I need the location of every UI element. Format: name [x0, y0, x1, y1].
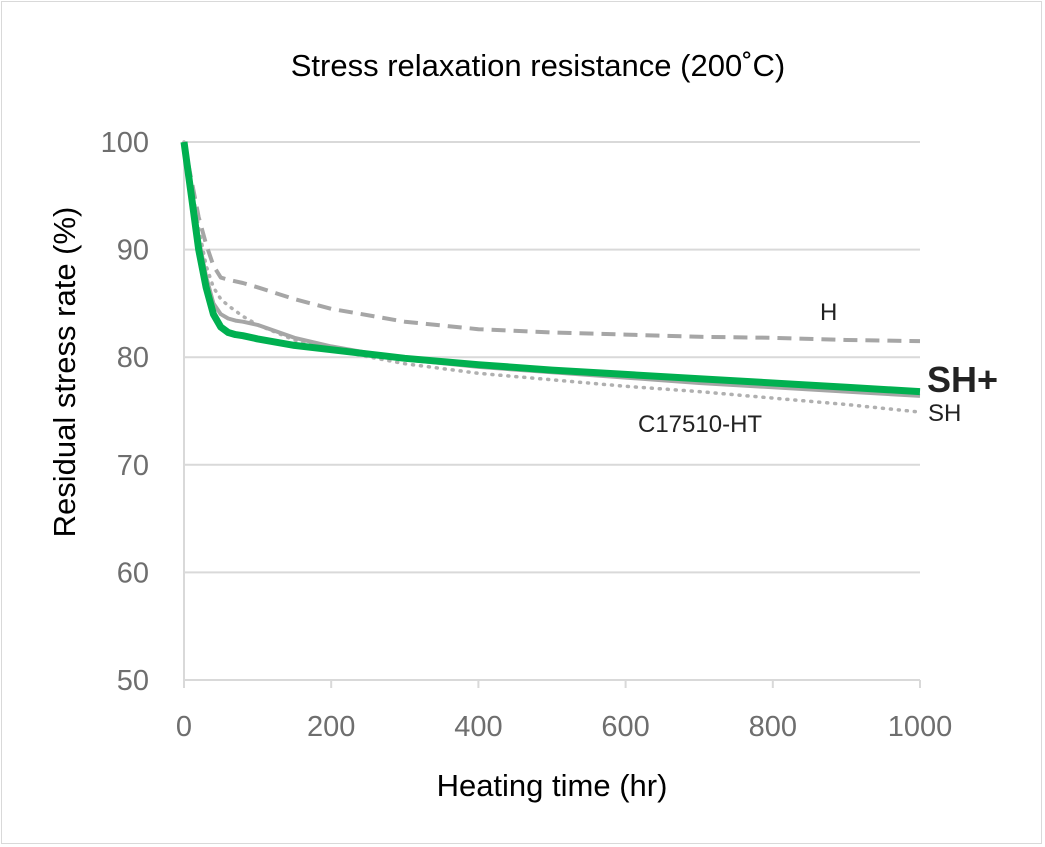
chart-title: Stress relaxation resistance (200˚C) [291, 48, 785, 83]
series-line-sh-plus [180, 141, 921, 396]
x-tick-label-0: 0 [176, 711, 192, 743]
y-tick-label-50: 50 [117, 665, 149, 697]
series-label-c17510-ht: C17510-HT [638, 411, 762, 438]
x-axis-title: Heating time (hr) [437, 768, 668, 803]
x-tick-label-800: 800 [749, 711, 797, 743]
series-line-c17510-ht [182, 140, 922, 414]
x-tick-label-1000: 1000 [888, 711, 953, 743]
series-label-sh: SH [928, 400, 961, 427]
y-tick-label-100: 100 [101, 127, 149, 159]
series-label-h: H [820, 299, 837, 326]
series-label-sh-plus: SH+ [927, 359, 998, 400]
y-axis-title: Residual stress rate (%) [47, 207, 82, 538]
x-tick-label-600: 600 [601, 711, 649, 743]
y-tick-label-80: 80 [117, 342, 149, 374]
y-tick-label-60: 60 [117, 557, 149, 589]
y-tick-label-90: 90 [117, 235, 149, 267]
x-tick-label-200: 200 [307, 711, 355, 743]
y-tick-label-70: 70 [117, 450, 149, 482]
series-line-h [182, 141, 921, 344]
x-tick-label-400: 400 [454, 711, 502, 743]
